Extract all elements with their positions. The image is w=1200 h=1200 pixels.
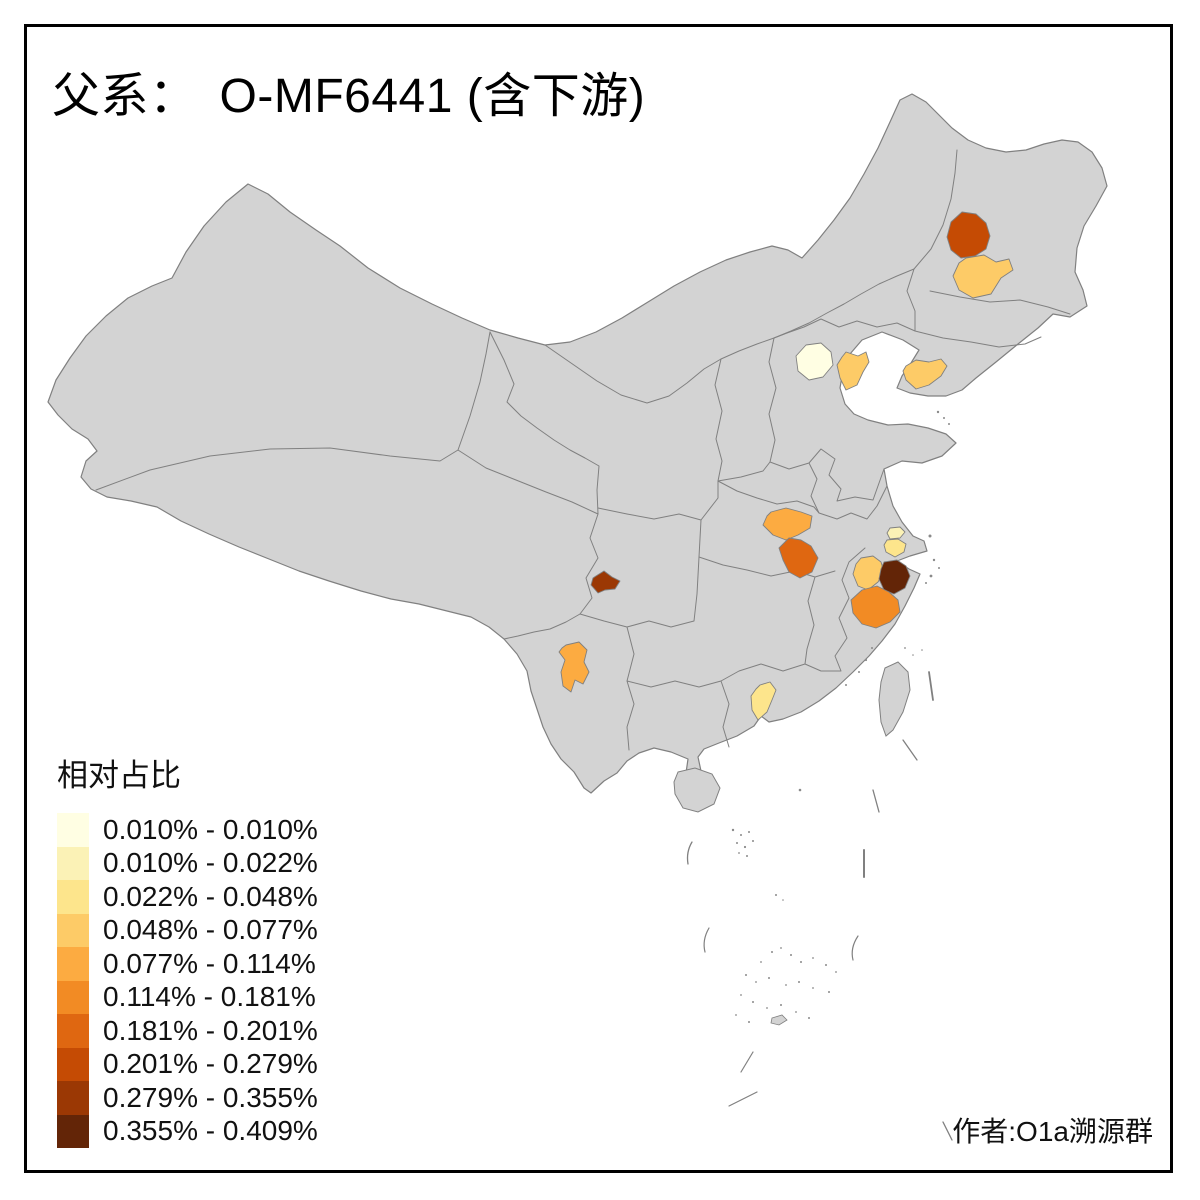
sea-dash-lines — [686, 671, 953, 1141]
legend-swatch — [57, 980, 89, 1014]
legend-swatch — [57, 913, 89, 947]
region-northeast-lower — [952, 254, 1014, 299]
legend-swatch — [57, 1047, 89, 1081]
legend-swatch — [57, 1081, 89, 1115]
attribution: 作者:O1a溯源群 — [952, 1116, 1153, 1147]
legend-label: 0.355% - 0.409% — [103, 1115, 318, 1147]
legend-row: 0.114% - 0.181% — [57, 980, 318, 1014]
region-liaodong-tip — [902, 358, 948, 390]
region-zhejiang-south — [850, 585, 901, 629]
sea-islets-group — [731, 410, 950, 1023]
legend-label: 0.022% - 0.048% — [103, 880, 318, 912]
legend-row: 0.077% - 0.114% — [57, 947, 318, 981]
region-southwest-small — [590, 570, 621, 594]
legend-swatch — [57, 846, 89, 880]
legend-row: 0.048% - 0.077% — [57, 913, 318, 947]
region-northeast-upper — [946, 211, 991, 259]
province-borders — [95, 149, 1071, 751]
legend-row: 0.181% - 0.201% — [57, 1014, 318, 1048]
region-yangtze-delta-s — [883, 538, 907, 558]
legend-swatch — [57, 947, 89, 981]
legend-title: 相对占比 — [57, 758, 181, 793]
legend-label: 0.077% - 0.114% — [103, 947, 316, 979]
island-taiwan — [878, 661, 911, 737]
region-beijing-area — [795, 342, 834, 381]
legend-label: 0.181% - 0.201% — [103, 1014, 318, 1046]
sea-islet-shape — [770, 1014, 788, 1026]
mainland-china-shape — [47, 93, 1108, 794]
region-zhejiang-west — [852, 555, 885, 591]
legend-label: 0.201% - 0.279% — [103, 1048, 318, 1080]
region-yunnan-center — [558, 641, 590, 693]
legend-row: 0.010% - 0.022% — [57, 846, 318, 880]
legend-label: 0.048% - 0.077% — [103, 914, 318, 946]
legend-swatch — [57, 813, 89, 847]
region-hubei-north — [762, 507, 813, 541]
region-hubei-south — [778, 537, 819, 579]
region-hebei-coast — [836, 351, 870, 391]
legend-swatch — [57, 880, 89, 914]
region-zhejiang-east — [878, 559, 911, 595]
legend-label: 0.114% - 0.181% — [103, 981, 316, 1013]
legend-label: 0.279% - 0.355% — [103, 1081, 318, 1113]
legend-label: 0.010% - 0.022% — [103, 847, 318, 879]
region-yangtze-delta-n — [886, 526, 906, 540]
legend-swatch — [57, 1114, 89, 1148]
colored-regions — [558, 211, 1014, 721]
legend: 相对占比 0.010% - 0.010% 0.010% - 0.022% 0.0… — [57, 750, 318, 1148]
legend-row: 0.279% - 0.355% — [57, 1081, 318, 1115]
legend-row: 0.355% - 0.409% — [57, 1114, 318, 1148]
legend-swatch — [57, 1014, 89, 1048]
region-guangdong-center — [750, 681, 777, 721]
title-haplogroup: O-MF6441 (含下游) — [219, 70, 646, 123]
title-prefix: 父系： — [52, 70, 198, 123]
legend-row: 0.010% - 0.010% — [57, 813, 318, 847]
legend-row: 0.201% - 0.279% — [57, 1047, 318, 1081]
island-hainan — [673, 767, 721, 813]
page-title: 父系： O-MF6441 (含下游) — [52, 56, 645, 126]
legend-label: 0.010% - 0.010% — [103, 813, 318, 845]
legend-row: 0.022% - 0.048% — [57, 880, 318, 914]
